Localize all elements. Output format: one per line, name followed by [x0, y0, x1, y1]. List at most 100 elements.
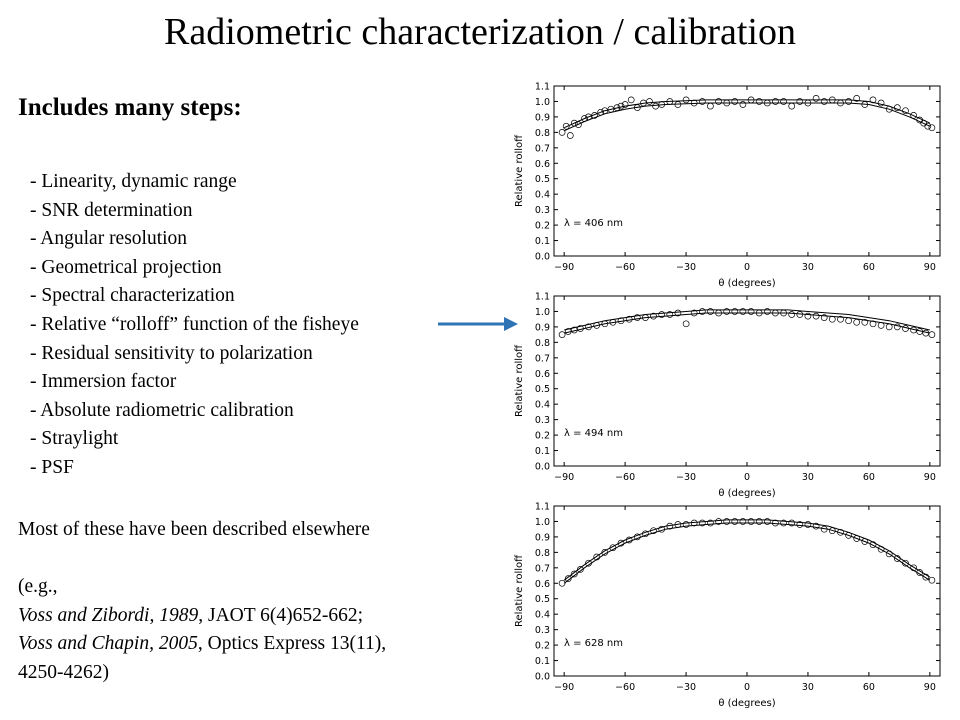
data-point	[772, 98, 779, 105]
data-point	[682, 96, 690, 104]
y-tick-label: 0.4	[535, 400, 550, 411]
data-point	[625, 315, 633, 323]
data-point	[861, 538, 869, 545]
data-point	[828, 527, 836, 535]
data-point	[652, 102, 659, 110]
y-tick-label: 0.3	[535, 625, 550, 636]
y-tick-label: 0.9	[535, 112, 550, 123]
x-tick-label: 0	[744, 262, 750, 273]
y-tick-label: 0.4	[535, 610, 550, 621]
x-tick-label: 60	[863, 472, 875, 483]
data-point	[885, 105, 893, 113]
data-point	[877, 322, 885, 329]
x-tick-label: 0	[744, 472, 750, 483]
data-point	[928, 124, 936, 132]
data-point	[601, 107, 609, 115]
data-point	[633, 314, 641, 321]
data-point	[731, 308, 739, 315]
y-axis-label: Relative rolloff	[514, 344, 525, 417]
data-point	[877, 99, 885, 107]
data-point	[558, 331, 566, 338]
y-tick-label: 1.1	[535, 502, 550, 513]
data-point	[755, 518, 763, 525]
y-tick-label: 0.6	[535, 369, 550, 380]
reference-2: Voss and Chapin, 2005, Optics Express 13…	[18, 630, 488, 659]
data-point	[642, 530, 649, 538]
data-point	[902, 107, 909, 115]
x-tick-label: −30	[676, 472, 696, 483]
data-point	[812, 312, 820, 320]
data-point	[674, 101, 682, 108]
data-point	[558, 579, 566, 587]
data-point	[928, 576, 936, 584]
data-point	[747, 518, 755, 525]
step-item: - Absolute radiometric calibration	[30, 399, 294, 421]
step-item: - PSF	[30, 456, 74, 478]
step-item: - Spectral characterization	[30, 285, 235, 307]
rolloff-chart-628nm: 0.0 0.1 0.2 0.3 0.4 0.5 0.6 0.7 0.8 0.9 1.0 1.1 −90 −…	[502, 500, 948, 710]
data-point	[772, 519, 779, 527]
fit-curve	[564, 312, 930, 334]
data-point	[646, 98, 653, 105]
reference-1-source: , JAOT 6(4)652-662;	[198, 604, 364, 626]
data-point	[682, 320, 690, 328]
y-tick-label: 0.0	[535, 672, 550, 683]
step-item: - Relative “rolloff” function of the fis…	[30, 313, 359, 335]
x-tick-label: −60	[615, 262, 635, 273]
data-point	[910, 112, 917, 119]
y-tick-label: 0.2	[535, 431, 550, 442]
data-point	[837, 528, 844, 536]
reference-2-authors: Voss and Chapin, 2005	[18, 633, 198, 655]
data-point	[715, 98, 722, 105]
y-tick-label: 0.6	[535, 579, 550, 590]
x-tick-label: −60	[615, 472, 635, 483]
y-tick-label: 0.5	[535, 594, 550, 605]
wavelength-annotation: λ = 494 nm	[564, 428, 623, 439]
x-tick-label: −60	[615, 682, 635, 693]
x-tick-label: −90	[554, 262, 574, 273]
data-point	[640, 99, 647, 107]
data-point	[820, 98, 828, 105]
data-point	[690, 309, 698, 317]
data-point	[633, 533, 641, 541]
data-point	[593, 553, 601, 561]
data-point	[585, 559, 592, 567]
data-point	[658, 101, 666, 108]
y-axis-label: Relative rolloff	[514, 554, 525, 627]
data-point	[853, 95, 861, 102]
data-point	[627, 96, 635, 104]
data-point	[861, 101, 869, 108]
data-point	[845, 317, 852, 325]
data-point	[763, 518, 771, 525]
data-point	[570, 570, 578, 578]
data-point	[812, 522, 820, 530]
data-point	[772, 309, 779, 317]
data-point	[690, 99, 698, 107]
rolloff-chart-494nm: 0.0 0.1 0.2 0.3 0.4 0.5 0.6 0.7 0.8 0.9 1.0 1.1 −90 −…	[502, 290, 948, 500]
data-point	[698, 308, 706, 315]
wavelength-annotation: λ = 406 nm	[564, 218, 623, 229]
data-point	[617, 317, 625, 325]
x-tick-label: 0	[744, 682, 750, 693]
y-tick-label: 1.0	[535, 307, 550, 318]
data-point	[916, 569, 924, 576]
data-point	[642, 314, 649, 321]
data-point	[780, 98, 787, 105]
y-tick-label: 0.3	[535, 415, 550, 426]
fit-curve	[564, 309, 930, 331]
data-point	[707, 519, 714, 527]
y-tick-label: 0.8	[535, 128, 550, 139]
data-point	[924, 122, 932, 130]
data-point	[828, 315, 836, 323]
data-point	[877, 545, 885, 553]
data-point	[666, 522, 674, 530]
x-tick-label: −90	[554, 472, 574, 483]
data-point	[804, 99, 812, 107]
data-point	[861, 318, 869, 326]
x-tick-label: 30	[802, 262, 814, 273]
wavelength-annotation: λ = 628 nm	[564, 638, 623, 649]
y-tick-label: 0.9	[535, 322, 550, 333]
data-point	[788, 102, 796, 110]
y-tick-label: 0.1	[535, 236, 550, 247]
fit-curve	[563, 99, 931, 129]
